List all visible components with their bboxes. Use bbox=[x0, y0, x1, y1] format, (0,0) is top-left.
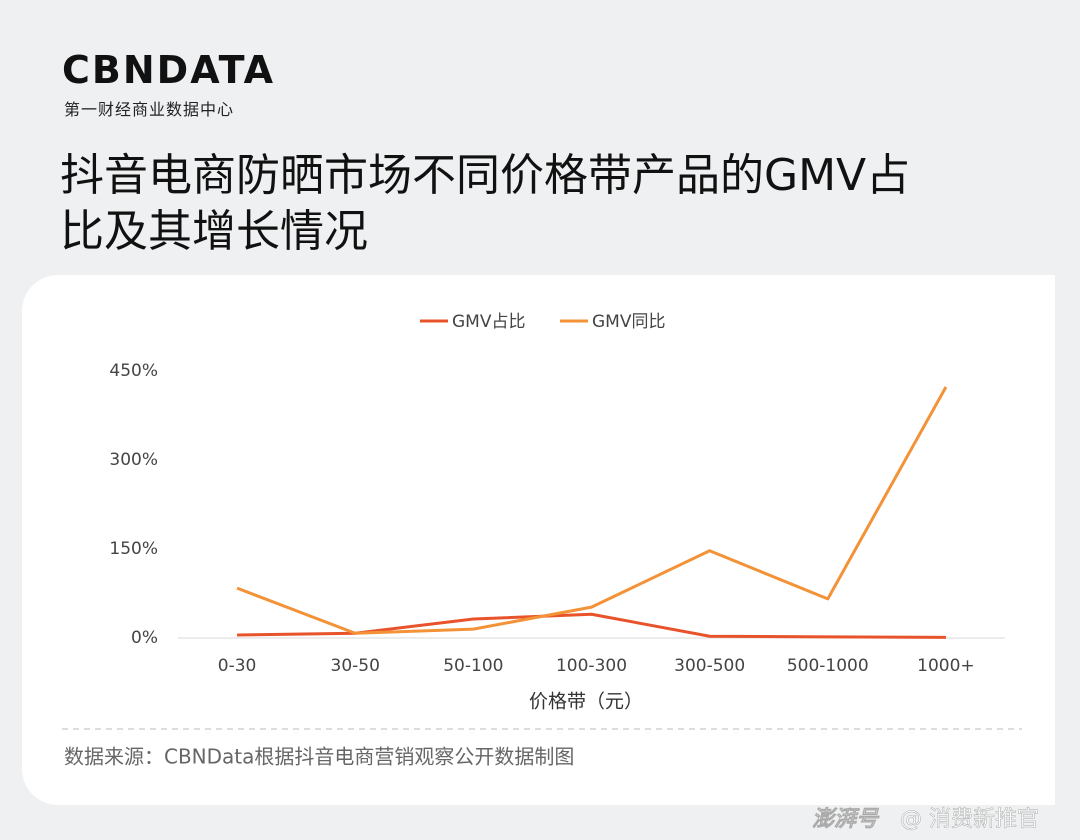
x-tick-label: 300-500 bbox=[674, 656, 745, 676]
y-tick-label: 150% bbox=[109, 539, 158, 559]
x-tick-label: 1000+ bbox=[917, 656, 975, 676]
legend-label: GMV占比 bbox=[452, 312, 525, 332]
x-tick-label: 100-300 bbox=[556, 656, 627, 676]
logo-subtitle: 第一财经商业数据中心 bbox=[64, 100, 235, 119]
y-tick-label: 0% bbox=[131, 628, 158, 648]
y-tick-label: 450% bbox=[109, 361, 158, 381]
logo: CBNDATA bbox=[62, 48, 276, 92]
series-line bbox=[237, 612, 946, 639]
x-tick-label: 0-30 bbox=[218, 656, 257, 676]
series-line bbox=[236, 386, 948, 635]
legend-label: GMV同比 bbox=[592, 312, 665, 332]
x-tick-label: 50-100 bbox=[443, 656, 503, 676]
x-tick-label: 30-50 bbox=[331, 656, 380, 676]
x-tick-label: 500-1000 bbox=[787, 656, 869, 676]
chart-card bbox=[22, 275, 1055, 805]
footer-platform: 澎湃号 bbox=[812, 807, 880, 832]
source-note: 数据来源：CBNData根据抖音电商营销观察公开数据制图 bbox=[64, 745, 574, 769]
footer-account: @ 消费新推官 bbox=[900, 807, 1039, 832]
chart-title: 抖音电商防晒市场不同价格带产品的GMV占比及其增长情况 bbox=[60, 150, 911, 257]
y-tick-label: 300% bbox=[109, 450, 158, 470]
x-axis-label: 价格带（元） bbox=[529, 691, 643, 713]
